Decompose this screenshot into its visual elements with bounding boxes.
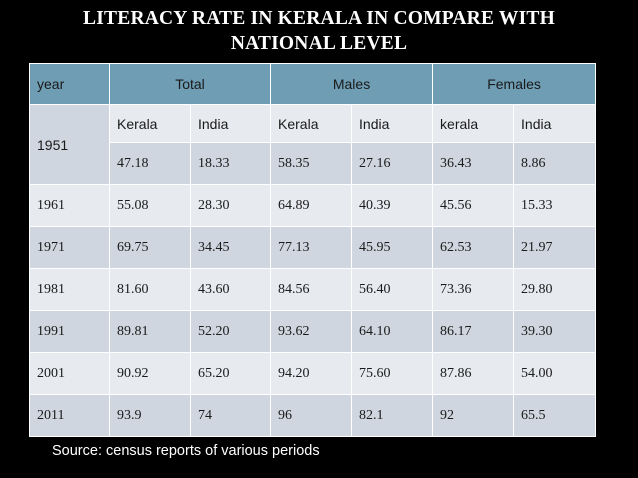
value-cell: 34.45 — [189, 226, 272, 269]
header-total: Total — [108, 63, 272, 105]
year-cell: 1951 — [29, 104, 110, 185]
value-cell: 81.60 — [109, 268, 191, 311]
value-cell: 73.36 — [432, 268, 515, 311]
title-line-1: LITERACY RATE IN KERALA IN COMPARE WITH — [83, 8, 555, 29]
year-cell: 1971 — [29, 226, 110, 269]
value-cell: 47.18 — [109, 142, 191, 185]
value-cell: 90.92 — [109, 352, 191, 395]
value-cell: 52.20 — [189, 310, 272, 353]
value-cell: 96 — [270, 394, 353, 437]
year-cell: 2001 — [29, 352, 110, 395]
subheader-females-kerala: kerala — [432, 104, 515, 143]
table-row: 2011 93.9 74 96 82.1 92 65.5 — [29, 394, 597, 437]
value-cell: 87.86 — [432, 352, 515, 395]
year-cell: 1981 — [29, 268, 110, 311]
value-cell: 92 — [432, 394, 515, 437]
table-header-row: year Total Males Females — [29, 63, 597, 105]
subheader-total-india: India — [189, 104, 272, 143]
value-cell: 43.60 — [189, 268, 272, 311]
value-cell: 15.33 — [513, 184, 597, 227]
value-cell: 45.95 — [351, 226, 434, 269]
value-cell: 89.81 — [109, 310, 191, 353]
value-cell: 29.80 — [513, 268, 597, 311]
literacy-table: year Total Males Females 1951 Kerala Ind… — [29, 63, 597, 437]
subheader-row: 1951 Kerala India Kerala India kerala In… — [29, 104, 597, 185]
value-cell: 55.08 — [109, 184, 191, 227]
header-females: Females — [432, 63, 597, 105]
value-cell: 65.5 — [513, 394, 597, 437]
value-cell: 77.13 — [270, 226, 353, 269]
value-cell: 82.1 — [351, 394, 434, 437]
value-cell: 65.20 — [189, 352, 272, 395]
year-cell: 2011 — [29, 394, 110, 437]
value-cell: 75.60 — [351, 352, 434, 395]
value-cell: 62.53 — [432, 226, 515, 269]
year-cell: 1961 — [29, 184, 110, 227]
slide-title: LITERACY RATE IN KERALA IN COMPARE WITH … — [0, 6, 638, 56]
header-year: year — [29, 63, 110, 105]
value-cell: 21.97 — [513, 226, 597, 269]
table-row: 1991 89.81 52.20 93.62 64.10 86.17 39.30 — [29, 310, 597, 353]
value-cell: 36.43 — [432, 142, 515, 185]
value-cell: 64.10 — [351, 310, 434, 353]
value-cell: 86.17 — [432, 310, 515, 353]
value-cell: 93.62 — [270, 310, 353, 353]
value-cell: 27.16 — [351, 142, 434, 185]
value-cell: 39.30 — [513, 310, 597, 353]
table-row: 1981 81.60 43.60 84.56 56.40 73.36 29.80 — [29, 268, 597, 311]
table-row: 1961 55.08 28.30 64.89 40.39 45.56 15.33 — [29, 184, 597, 227]
header-males: Males — [270, 63, 434, 105]
value-cell: 28.30 — [189, 184, 272, 227]
value-cell: 64.89 — [270, 184, 353, 227]
year-cell: 1991 — [29, 310, 110, 353]
value-cell: 84.56 — [270, 268, 353, 311]
table-row: 1971 69.75 34.45 77.13 45.95 62.53 21.97 — [29, 226, 597, 269]
subheader-males-kerala: Kerala — [270, 104, 353, 143]
value-cell: 8.86 — [513, 142, 597, 185]
subheader-total-kerala: Kerala — [109, 104, 191, 143]
value-cell: 69.75 — [109, 226, 191, 269]
value-cell: 54.00 — [513, 352, 597, 395]
table-row: 47.18 18.33 58.35 27.16 36.43 8.86 — [30, 142, 597, 185]
value-cell: 74 — [189, 394, 272, 437]
value-cell: 58.35 — [270, 142, 353, 185]
table-row: 2001 90.92 65.20 94.20 75.60 87.86 54.00 — [29, 352, 597, 395]
subheader-males-india: India — [351, 104, 434, 143]
value-cell: 18.33 — [189, 142, 272, 185]
value-cell: 45.56 — [432, 184, 515, 227]
value-cell: 93.9 — [109, 394, 191, 437]
source-note: Source: census reports of various period… — [52, 443, 320, 459]
title-line-2: NATIONAL LEVEL — [230, 33, 408, 54]
value-cell: 40.39 — [351, 184, 434, 227]
value-cell: 56.40 — [351, 268, 434, 311]
value-cell: 94.20 — [270, 352, 353, 395]
subheader-females-india: India — [513, 104, 597, 143]
